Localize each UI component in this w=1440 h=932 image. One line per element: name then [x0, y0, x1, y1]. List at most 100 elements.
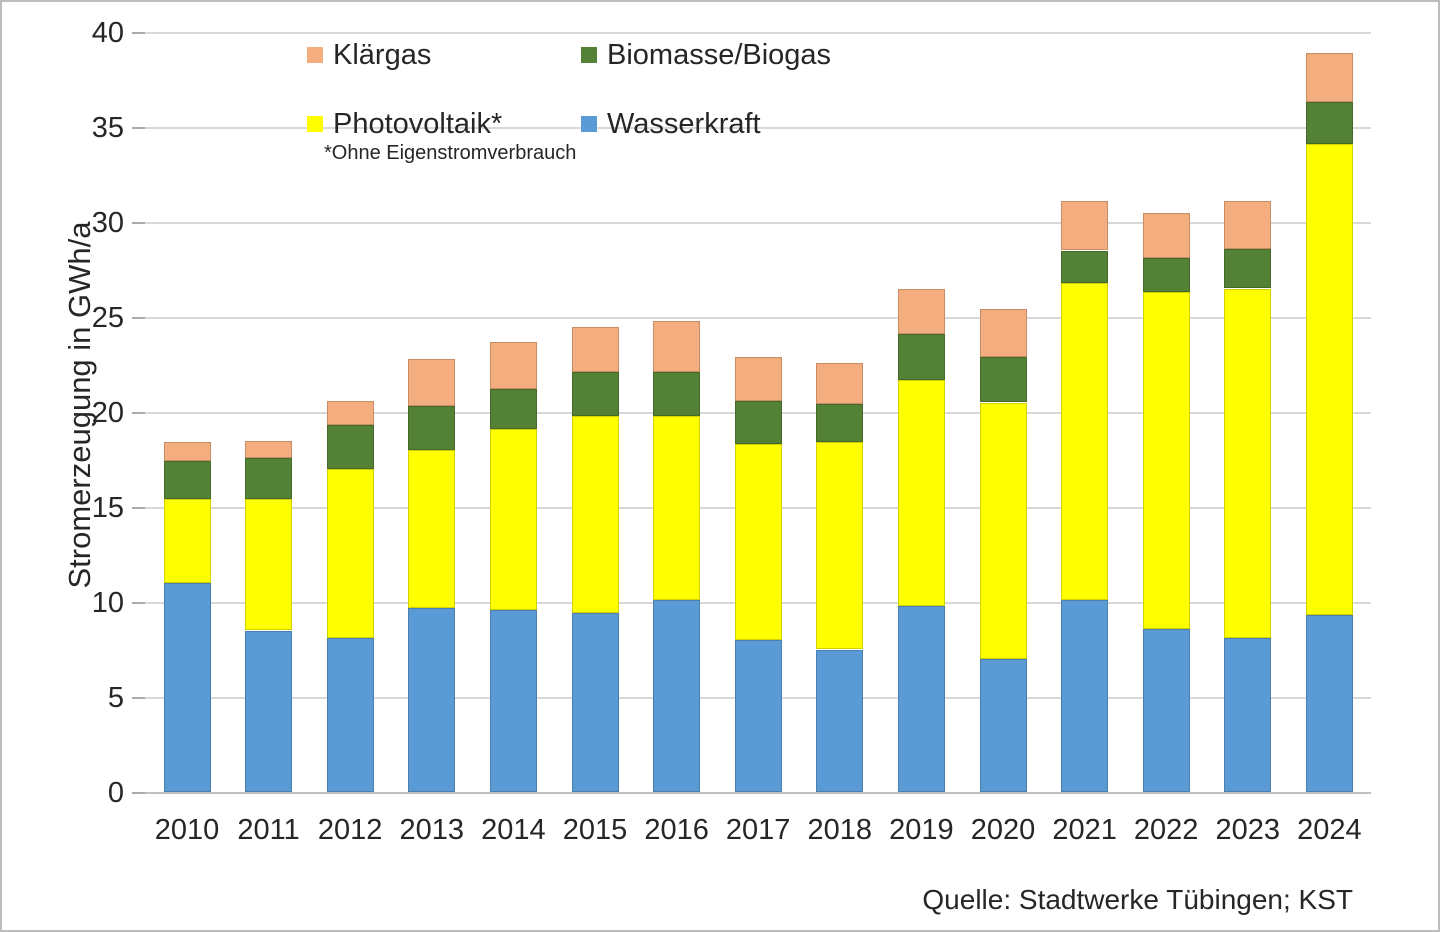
bar-segment-klrgas-2014 [489, 341, 537, 390]
y-tick-label: 25 [91, 302, 124, 334]
y-tick [132, 222, 145, 224]
bar-segment-wasserkraft-2020 [979, 659, 1027, 792]
y-tick [132, 697, 145, 699]
bar-segment-wasserkraft-2022 [1142, 628, 1190, 792]
bar-segment-photovoltaik-2023 [1224, 288, 1272, 639]
x-tick-label: 2013 [399, 814, 465, 846]
bar-segment-klrgas-2021 [1061, 201, 1109, 251]
y-tick [132, 602, 145, 604]
source-caption: Quelle: Stadtwerke Tübingen; KST [922, 884, 1353, 915]
legend-label-photovoltaik: Photovoltaik* [333, 108, 503, 140]
bar-segment-klrgas-2011 [245, 440, 293, 458]
bar-segment-biomassebiogas-2010 [163, 461, 211, 500]
bar-segment-photovoltaik-2016 [653, 415, 701, 601]
legend-label-biomasse: Biomasse/Biogas [607, 39, 832, 71]
y-tick-label: 0 [107, 777, 124, 809]
legend-swatch-wasserkraft-icon [581, 116, 597, 132]
bar-segment-biomassebiogas-2020 [979, 356, 1027, 403]
bar-segment-klrgas-2022 [1142, 212, 1190, 259]
x-tick-label: 2010 [154, 814, 220, 846]
x-tick-label: 2016 [644, 814, 709, 846]
bar-segment-photovoltaik-2010 [163, 499, 211, 583]
y-tick-label: 15 [91, 492, 124, 524]
y-gridline [145, 127, 1371, 129]
bar-segment-biomassebiogas-2019 [897, 334, 945, 380]
bar-segment-photovoltaik-2017 [734, 444, 782, 640]
bar-segment-wasserkraft-2015 [571, 613, 619, 792]
legend-footnote: *Ohne Eigenstromverbrauch [324, 142, 577, 164]
x-tick-label: 2011 [237, 814, 300, 846]
bar-segment-klrgas-2016 [653, 320, 701, 373]
bar-segment-wasserkraft-2023 [1224, 638, 1272, 792]
bar-segment-biomassebiogas-2012 [326, 425, 374, 469]
bar-segment-klrgas-2019 [897, 288, 945, 335]
bar-segment-wasserkraft-2013 [408, 607, 456, 792]
bar-segment-klrgas-2023 [1224, 201, 1272, 249]
bar-segment-biomassebiogas-2023 [1224, 248, 1272, 289]
bar-segment-photovoltaik-2011 [245, 499, 293, 631]
x-tick-label: 2017 [725, 814, 791, 846]
bar-segment-photovoltaik-2020 [979, 402, 1027, 659]
y-tick-label: 5 [107, 682, 124, 714]
legend-label-klaergas: Klärgas [333, 39, 432, 71]
bar-segment-wasserkraft-2021 [1061, 600, 1109, 792]
bar-segment-klrgas-2013 [408, 358, 456, 407]
y-tick [132, 317, 145, 319]
bar-segment-biomassebiogas-2014 [489, 389, 537, 430]
legend-item-biomasse: Biomasse/Biogas [581, 38, 831, 72]
x-tick-label: 2015 [562, 814, 628, 846]
bar-segment-photovoltaik-2014 [489, 429, 537, 610]
bar-segment-wasserkraft-2016 [653, 600, 701, 792]
legend-swatch-biomasse-icon [581, 47, 597, 63]
x-tick-label: 2020 [970, 814, 1036, 846]
legend-label-wasserkraft: Wasserkraft [607, 108, 761, 140]
bar-segment-photovoltaik-2024 [1305, 144, 1353, 616]
bar-segment-wasserkraft-2012 [326, 638, 374, 792]
bar-segment-photovoltaik-2019 [897, 379, 945, 606]
y-tick [132, 32, 145, 34]
bar-segment-photovoltaik-2015 [571, 415, 619, 614]
y-tick-label: 20 [91, 397, 124, 429]
bar-segment-biomassebiogas-2011 [245, 457, 293, 500]
y-gridline [145, 317, 1371, 319]
bar-segment-wasserkraft-2024 [1305, 615, 1353, 792]
y-tick [132, 412, 145, 414]
x-tick-label: 2012 [317, 814, 383, 846]
x-tick-label: 2014 [481, 814, 546, 846]
bar-segment-klrgas-2018 [816, 362, 864, 405]
y-tick [132, 127, 145, 129]
bar-segment-wasserkraft-2019 [897, 605, 945, 792]
y-tick-label: 40 [91, 17, 124, 49]
legend-item-photovoltaik: Photovoltaik* [307, 107, 502, 141]
bar-segment-photovoltaik-2018 [816, 442, 864, 650]
y-tick-label: 35 [91, 112, 124, 144]
bar-segment-biomassebiogas-2022 [1142, 258, 1190, 293]
x-axis-line [145, 792, 1371, 794]
legend-item-klaergas: Klärgas [307, 38, 431, 72]
bar-segment-biomassebiogas-2015 [571, 372, 619, 416]
legend-swatch-photovoltaik-icon [307, 116, 323, 132]
bar-segment-klrgas-2010 [163, 442, 211, 462]
bar-segment-photovoltaik-2012 [326, 469, 374, 639]
bar-segment-klrgas-2015 [571, 326, 619, 373]
x-tick-label: 2022 [1133, 814, 1199, 846]
bar-segment-klrgas-2012 [326, 400, 374, 426]
y-gridline [145, 222, 1371, 224]
bar-segment-biomassebiogas-2021 [1061, 250, 1109, 283]
y-tick [132, 507, 145, 509]
bar-segment-biomassebiogas-2013 [408, 406, 456, 450]
y-tick [132, 792, 145, 794]
bar-segment-biomassebiogas-2024 [1305, 102, 1353, 145]
bar-segment-wasserkraft-2017 [734, 640, 782, 792]
y-tick-label: 10 [91, 587, 124, 619]
legend-swatch-klaergas-icon [307, 47, 323, 63]
y-gridline [145, 32, 1371, 34]
bar-segment-klrgas-2024 [1305, 52, 1353, 103]
x-tick-label: 2024 [1297, 814, 1362, 846]
bar-segment-biomassebiogas-2016 [653, 372, 701, 416]
x-tick-label: 2023 [1215, 814, 1281, 846]
bar-segment-photovoltaik-2022 [1142, 292, 1190, 629]
legend-item-wasserkraft: Wasserkraft [581, 107, 761, 141]
bar-segment-photovoltaik-2013 [408, 450, 456, 608]
